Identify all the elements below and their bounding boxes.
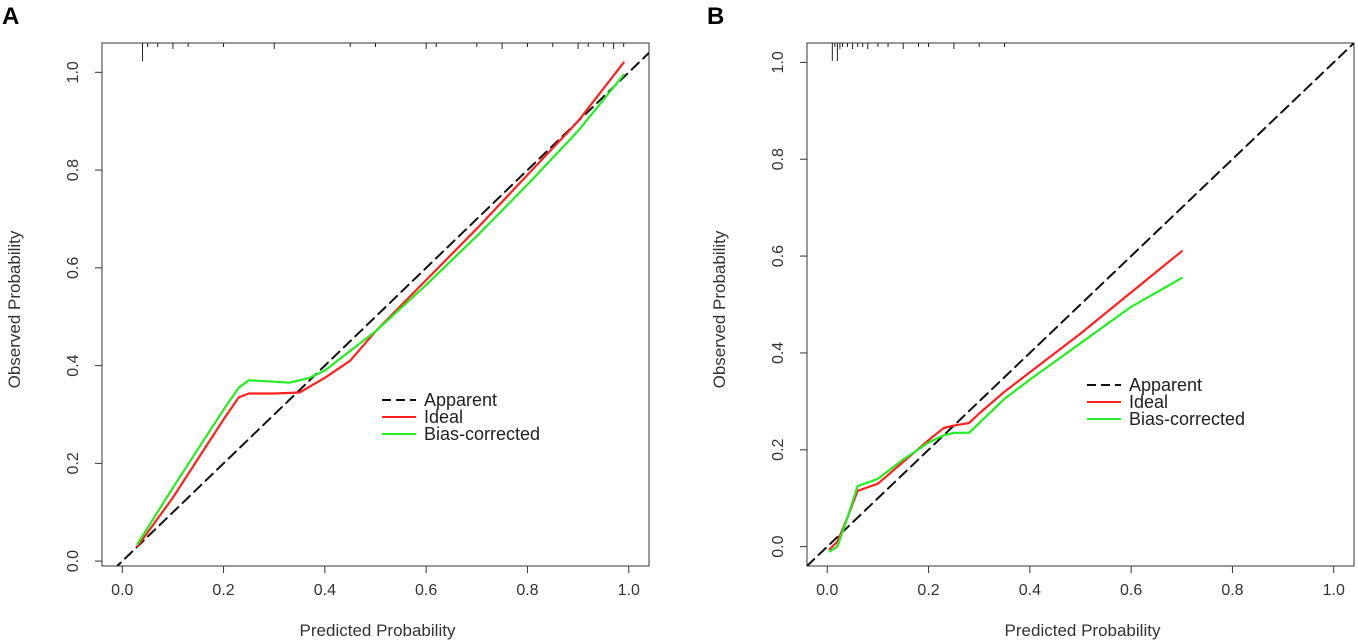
x-tick-label-a-0: 0.0 [111,582,133,599]
y-tick-label-a-4: 0.8 [65,159,82,181]
legend-label-b-2: Bias-corrected [1129,409,1245,429]
y-tick-label-b-3: 0.6 [770,245,787,267]
x-tick-label-a-2: 0.4 [314,582,336,599]
y-tick-label-b-2: 0.4 [770,342,787,364]
legend-label-b-0: Apparent [1129,375,1202,395]
x-tick-label-a-4: 0.8 [516,582,538,599]
x-tick-label-b-3: 0.6 [1120,582,1142,599]
legend-label-a-0: Apparent [424,390,497,410]
x-tick-label-b-4: 0.8 [1221,582,1243,599]
plot-frame-a [101,42,650,567]
y-tick-label-a-2: 0.4 [65,354,82,376]
series-line-a-bias-corrected [136,73,625,546]
x-tick-label-b-5: 1.0 [1323,582,1345,599]
y-tick-label-a-0: 0.0 [65,550,82,572]
y-axis-title-a: Observed Probability [5,230,24,388]
x-tick-label-b-2: 0.4 [1019,582,1041,599]
panel-b-plot: 0.0 0.2 0.4 0.6 0.8 1.0 0.0 0.2 0.4 0.6 0.8 1.0 Pred… [710,42,1355,640]
y-tick-label-a-1: 0.2 [65,452,82,474]
plot-frame-b [806,42,1355,567]
y-tick-label-b-0: 0.0 [770,535,787,557]
plot-area-b [807,43,1354,566]
x-tick-label-a-1: 0.2 [212,582,234,599]
legend-label-a-2: Bias-corrected [424,424,540,444]
x-axis-title-a: Predicted Probability [300,621,456,640]
y-tick-label-b-5: 1.0 [770,51,787,73]
x-tick-label-b-1: 0.2 [917,582,939,599]
panel-a-plot: 0.0 0.2 0.4 0.6 0.8 1.0 0.0 0.2 0.4 0.6 0.8 1.0 Pred… [5,42,650,640]
y-axis-title-b: Observed Probability [710,230,729,388]
y-tick-label-b-4: 0.8 [770,148,787,170]
y-tick-label-b-1: 0.2 [770,439,787,461]
x-tick-label-a-3: 0.6 [415,582,437,599]
plot-area-a [115,43,649,566]
x-axis-title-b: Predicted Probability [1005,621,1161,640]
series-line-a-apparent [115,51,649,566]
legend-label-b-1: Ideal [1129,392,1168,412]
y-tick-label-a-3: 0.6 [65,257,82,279]
x-tick-label-b-0: 0.0 [816,582,838,599]
series-line-b-apparent [807,43,1354,566]
panel-label-a: A [2,3,19,30]
panel-label-b: B [707,3,724,30]
y-tick-label-a-5: 1.0 [65,61,82,83]
series-line-b-bias-corrected [828,276,1183,553]
legend-label-a-1: Ideal [424,407,463,427]
x-tick-label-a-5: 1.0 [618,582,640,599]
series-line-a-ideal [136,61,625,548]
